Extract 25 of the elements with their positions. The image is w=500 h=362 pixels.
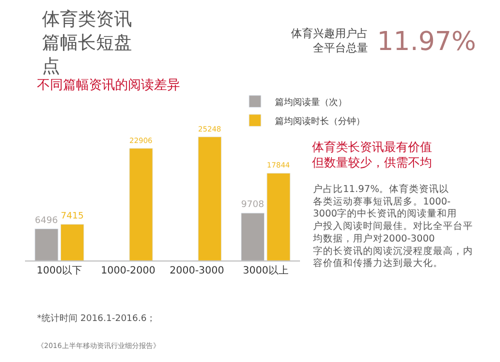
bar: [34, 228, 58, 261]
x-tick-label: 2000-3000: [170, 266, 224, 277]
data-label: 22906: [129, 136, 153, 145]
data-label: 6496: [34, 216, 58, 226]
text: 户占比11.97%。体育类资讯以各类运动赛事短讯居多。1000-3000字的中长资讯的阅读量和用户投入阅读时间最佳。对比全平台平均数据，用户对2000-3000字的长资讯的阅读沉浸程度最高，内容价值和传播力达到最大化。: [312, 183, 473, 270]
x-tick-label: 1000-2000: [100, 266, 156, 277]
chart-subtitle: 不同篇幅资讯的阅读差异: [37, 78, 180, 93]
bar: [198, 136, 222, 261]
text: *统计时间 2016.1-2016.6；: [37, 313, 156, 324]
x-tick-label: 1000以下: [36, 264, 82, 277]
bar: [240, 212, 265, 261]
bar: [129, 148, 153, 261]
data-label: 7415: [60, 211, 84, 222]
chart-title: 体育类资讯篇幅长短盘点: [42, 9, 132, 77]
legend-label: 篇均阅读量（次）: [275, 96, 347, 108]
data-label: 25248: [198, 124, 222, 134]
bar: [60, 224, 84, 261]
data-label: 9708: [241, 200, 264, 210]
bar: [266, 172, 290, 261]
text: 11.97%: [377, 27, 476, 57]
x-tick-label: 3000以上: [242, 264, 288, 277]
text: 体育兴趣用户占全平台总量: [291, 27, 368, 54]
text: 体育类长资讯最有价值但数量较少，供需不均: [312, 140, 432, 170]
data-label: 17844: [266, 160, 290, 170]
legend-label: 篇均阅读时长（分钟）: [275, 116, 365, 127]
